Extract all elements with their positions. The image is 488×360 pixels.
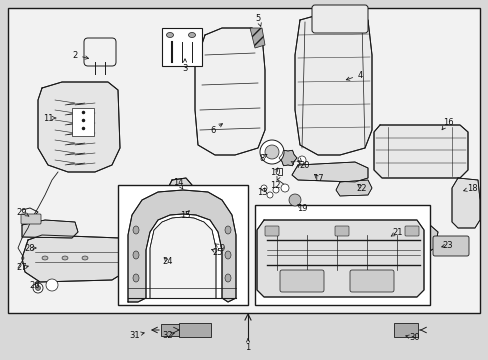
Polygon shape bbox=[451, 178, 479, 228]
Polygon shape bbox=[128, 248, 192, 278]
Circle shape bbox=[260, 140, 284, 164]
Bar bbox=[72, 108, 94, 136]
Text: 15: 15 bbox=[180, 211, 190, 220]
FancyBboxPatch shape bbox=[179, 323, 210, 337]
Text: 30: 30 bbox=[409, 333, 420, 342]
Text: 17: 17 bbox=[312, 174, 323, 183]
Bar bbox=[254, 205, 429, 305]
Text: 32: 32 bbox=[163, 330, 173, 339]
Polygon shape bbox=[249, 28, 264, 48]
Polygon shape bbox=[279, 150, 296, 166]
Circle shape bbox=[264, 145, 279, 159]
Circle shape bbox=[36, 285, 41, 291]
FancyBboxPatch shape bbox=[393, 323, 417, 337]
FancyBboxPatch shape bbox=[432, 236, 468, 256]
Circle shape bbox=[281, 184, 288, 192]
Text: 19: 19 bbox=[296, 203, 306, 212]
Text: 9: 9 bbox=[219, 243, 224, 252]
Polygon shape bbox=[150, 217, 216, 298]
Ellipse shape bbox=[42, 256, 48, 260]
Text: 4: 4 bbox=[357, 71, 362, 80]
FancyBboxPatch shape bbox=[264, 226, 279, 236]
Text: 7: 7 bbox=[295, 161, 300, 170]
Circle shape bbox=[261, 185, 266, 191]
Circle shape bbox=[46, 279, 58, 291]
Text: 5: 5 bbox=[255, 14, 260, 23]
Text: 3: 3 bbox=[182, 63, 187, 72]
Text: 21: 21 bbox=[392, 228, 403, 237]
Polygon shape bbox=[335, 180, 371, 196]
Text: 22: 22 bbox=[356, 184, 366, 193]
Text: 2: 2 bbox=[72, 50, 78, 59]
Text: 20: 20 bbox=[299, 161, 309, 170]
Ellipse shape bbox=[133, 251, 139, 259]
Text: 29: 29 bbox=[17, 207, 27, 216]
Text: 6: 6 bbox=[210, 126, 215, 135]
Polygon shape bbox=[128, 190, 236, 302]
Text: 18: 18 bbox=[466, 184, 476, 193]
Polygon shape bbox=[168, 178, 192, 230]
Ellipse shape bbox=[224, 226, 230, 234]
Ellipse shape bbox=[224, 251, 230, 259]
FancyBboxPatch shape bbox=[334, 226, 348, 236]
Circle shape bbox=[272, 187, 279, 193]
Text: 31: 31 bbox=[129, 330, 140, 339]
FancyBboxPatch shape bbox=[161, 324, 181, 336]
Bar bbox=[8, 8, 479, 313]
FancyBboxPatch shape bbox=[84, 38, 116, 66]
FancyBboxPatch shape bbox=[404, 226, 418, 236]
Circle shape bbox=[297, 156, 305, 164]
Ellipse shape bbox=[133, 274, 139, 282]
Ellipse shape bbox=[206, 244, 217, 252]
Polygon shape bbox=[22, 220, 78, 238]
Text: 25: 25 bbox=[212, 248, 223, 257]
Circle shape bbox=[33, 283, 43, 293]
Text: 12: 12 bbox=[269, 180, 280, 189]
Circle shape bbox=[288, 194, 301, 206]
Ellipse shape bbox=[203, 238, 216, 246]
Text: 14: 14 bbox=[172, 177, 183, 186]
Polygon shape bbox=[257, 220, 423, 297]
Polygon shape bbox=[38, 82, 120, 172]
Text: 28: 28 bbox=[24, 243, 35, 252]
FancyBboxPatch shape bbox=[21, 214, 41, 224]
Text: 27: 27 bbox=[17, 264, 27, 273]
Text: 13: 13 bbox=[256, 188, 267, 197]
Bar bbox=[162, 28, 202, 66]
Text: 1: 1 bbox=[245, 342, 250, 351]
Text: 23: 23 bbox=[442, 240, 452, 249]
Ellipse shape bbox=[224, 274, 230, 282]
Text: 24: 24 bbox=[163, 257, 173, 266]
Ellipse shape bbox=[82, 256, 88, 260]
Polygon shape bbox=[291, 162, 367, 182]
Bar bbox=[118, 185, 247, 305]
Text: 26: 26 bbox=[30, 280, 40, 289]
Ellipse shape bbox=[188, 32, 195, 37]
Text: 10: 10 bbox=[269, 167, 280, 176]
FancyBboxPatch shape bbox=[311, 5, 367, 33]
FancyBboxPatch shape bbox=[280, 270, 324, 292]
Circle shape bbox=[266, 192, 272, 198]
FancyBboxPatch shape bbox=[349, 270, 393, 292]
Polygon shape bbox=[294, 15, 371, 155]
Text: 8: 8 bbox=[259, 153, 264, 162]
Text: 16: 16 bbox=[442, 117, 452, 126]
Polygon shape bbox=[367, 225, 437, 252]
Polygon shape bbox=[373, 125, 467, 178]
Ellipse shape bbox=[166, 32, 173, 37]
Ellipse shape bbox=[133, 226, 139, 234]
Text: 11: 11 bbox=[42, 113, 53, 122]
Polygon shape bbox=[172, 226, 192, 258]
Ellipse shape bbox=[62, 256, 68, 260]
Polygon shape bbox=[195, 28, 264, 155]
Polygon shape bbox=[22, 235, 128, 282]
